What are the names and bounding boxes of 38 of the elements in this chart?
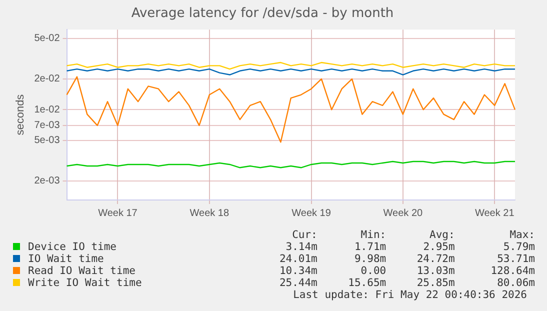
text: 3.14m	[284, 241, 318, 253]
x-tick-label: Week 21	[474, 208, 515, 219]
text: Max:	[508, 229, 535, 241]
y-tick-label: 5e-03	[34, 135, 60, 146]
text: Cur:	[291, 229, 318, 241]
text: 15.65m	[347, 277, 386, 289]
x-tick-label: Week 20	[383, 208, 424, 219]
y-tick-label: 2e-02	[34, 74, 60, 85]
text: 128.64m	[490, 265, 535, 277]
x-tick-label: Week 17	[98, 208, 138, 219]
text: 13.03m	[416, 265, 455, 277]
text: 80.06m	[496, 277, 535, 289]
x-tick-label: Week 18	[190, 208, 230, 219]
text: 2.95m	[422, 241, 455, 253]
text: 53.71m	[496, 253, 535, 265]
text: Last update: Fri May 22 00:40:36 2026	[292, 289, 528, 301]
legend-label: Read IO Wait time	[27, 265, 136, 277]
y-tick-label: 5e-02	[34, 33, 60, 44]
text: 0.00	[360, 265, 386, 277]
text: Avg:	[428, 229, 455, 241]
y-tick-label: 7e-03	[34, 120, 60, 132]
text: Min:	[360, 229, 386, 241]
text: 24.72m	[416, 253, 455, 265]
chart-title: Average latency for /dev/sda - by month	[131, 6, 394, 22]
x-tick-label: Week 19	[292, 208, 332, 219]
y-tick-label: 1e-02	[34, 104, 60, 116]
legend-label: Device IO time	[27, 241, 118, 253]
y-axis-title: seconds	[14, 94, 27, 136]
text: 9.98m	[353, 253, 386, 265]
text: 24.01m	[278, 253, 318, 265]
text: 25.44m	[278, 277, 318, 289]
text: 25.85m	[416, 277, 455, 289]
text: 1.71m	[353, 241, 386, 253]
text: 10.34m	[278, 265, 318, 277]
legend-label: IO Wait time	[27, 253, 105, 265]
y-tick-label: 2e-03	[34, 176, 60, 187]
text: 5.79m	[502, 241, 535, 253]
legend-label: Write IO Wait time	[27, 277, 143, 289]
